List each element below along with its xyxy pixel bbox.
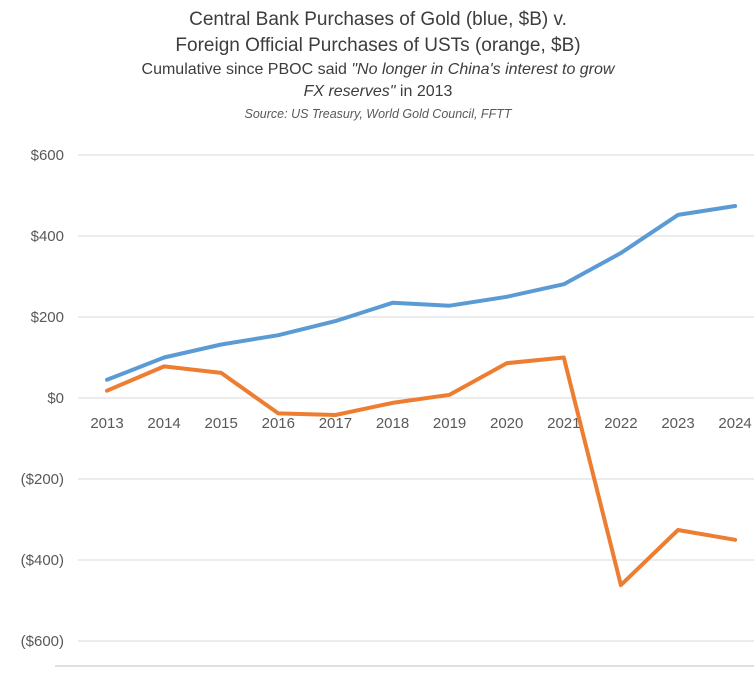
subtitle-regular-2: in 2013	[395, 83, 453, 100]
x-axis-label: 2018	[376, 415, 409, 432]
x-axis-label: 2013	[90, 415, 123, 432]
line-chart: $600 $400 $200 $0 ($200) ($400) ($600) 2013 2014…	[21, 147, 754, 667]
x-axis-label: 2021	[547, 415, 580, 432]
y-axis-label: $0	[47, 390, 64, 407]
x-axis-label: 2019	[433, 415, 466, 432]
subtitle-line-1: Cumulative since PBOC said "No longer in…	[0, 59, 756, 81]
chart-title-line-1: Central Bank Purchases of Gold (blue, $B…	[189, 9, 567, 30]
x-axis-label: 2014	[147, 415, 180, 432]
y-axis-label: ($200)	[21, 471, 64, 488]
subtitle-quote-1: "No longer in China's interest to grow	[351, 61, 615, 78]
x-axis-label: 2017	[319, 415, 352, 432]
x-axis-label: 2016	[262, 415, 295, 432]
y-axis-label: $600	[31, 147, 64, 164]
ust-line	[105, 355, 738, 588]
x-axis-label: 2022	[604, 415, 637, 432]
x-axis-label: 2023	[661, 415, 694, 432]
chart-source: Source: US Treasury, World Gold Council,…	[244, 107, 512, 121]
subtitle-quote-2: FX reserves"	[303, 83, 396, 100]
chart-title-line-2: Foreign Official Purchases of USTs (oran…	[175, 35, 581, 56]
gold-line	[105, 204, 738, 382]
chart-subtitle: Cumulative since PBOC said "No longer in…	[0, 59, 756, 103]
subtitle-line-2: FX reserves" in 2013	[0, 81, 756, 103]
y-axis-label: $400	[31, 228, 64, 245]
y-axis-label: ($600)	[21, 633, 64, 650]
chart-header: Central Bank Purchases of Gold (blue, $B…	[0, 0, 756, 130]
x-axis-label: 2020	[490, 415, 523, 432]
y-axis-label: $200	[31, 309, 64, 326]
y-axis-label: ($400)	[21, 552, 64, 569]
subtitle-regular-1: Cumulative since PBOC said	[141, 61, 352, 78]
x-axis-label: 2015	[205, 415, 238, 432]
x-axis-label: 2024	[718, 415, 751, 432]
